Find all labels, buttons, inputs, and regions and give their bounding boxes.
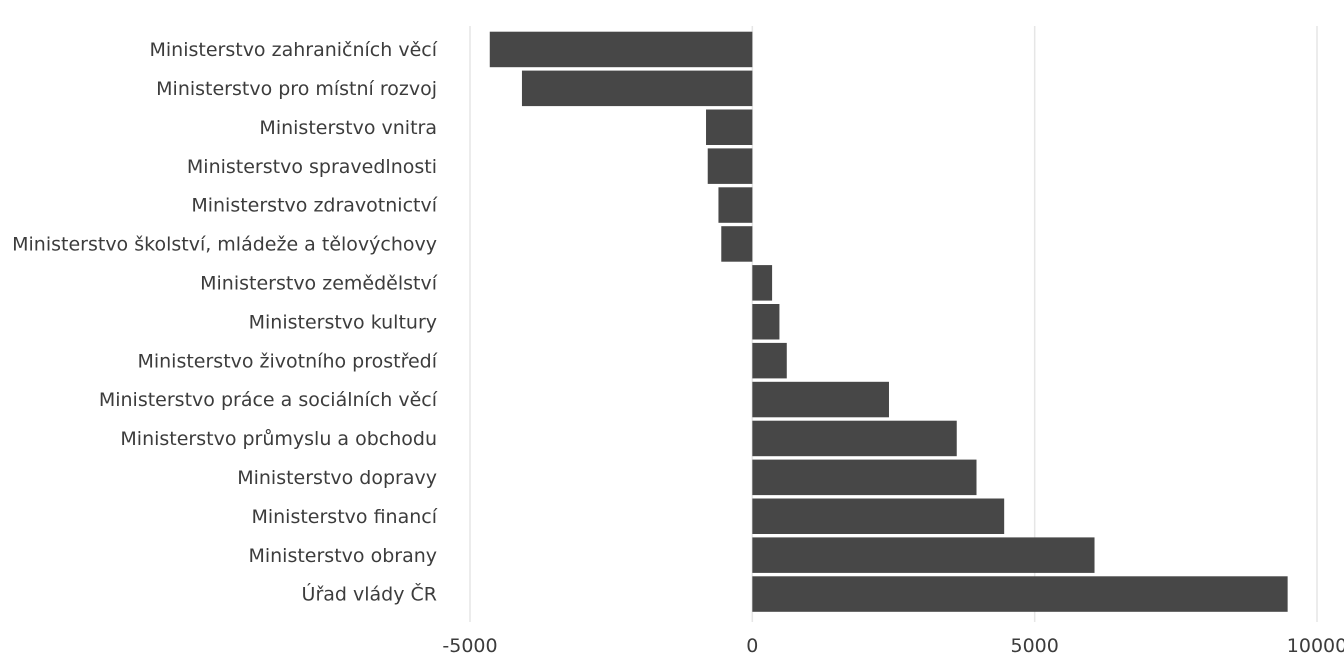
x-tick-label: 5000 bbox=[1010, 635, 1058, 657]
bar bbox=[718, 187, 753, 223]
category-label: Ministerstvo práce a sociálních věcí bbox=[99, 389, 438, 411]
category-label: Ministerstvo financí bbox=[251, 506, 437, 528]
category-label: Ministerstvo školství, mládeže a tělovýc… bbox=[12, 234, 437, 256]
bar bbox=[752, 265, 773, 301]
x-axis-tick-labels: -5000 0 5000 10000 bbox=[442, 635, 1344, 657]
category-label: Ministerstvo spravedlnosti bbox=[187, 156, 437, 178]
category-label: Ministerstvo kultury bbox=[249, 311, 437, 333]
category-label: Ministerstvo vnitra bbox=[259, 117, 437, 139]
bar bbox=[752, 304, 780, 340]
bar bbox=[752, 537, 1095, 573]
category-label: Ministerstvo zemědělství bbox=[200, 273, 438, 295]
x-tick-label: 10000 bbox=[1287, 635, 1344, 657]
bar bbox=[521, 70, 753, 107]
bar bbox=[752, 498, 1005, 534]
category-label: Ministerstvo zahraničních věcí bbox=[150, 39, 438, 61]
category-labels: Ministerstvo zahraničních věcí Ministerst… bbox=[12, 39, 438, 606]
bar bbox=[752, 576, 1288, 612]
x-tick-label: 0 bbox=[746, 635, 758, 657]
bar bbox=[752, 420, 957, 457]
category-label: Ministerstvo životního prostředí bbox=[137, 350, 437, 372]
category-label: Ministerstvo průmyslu a obchodu bbox=[120, 428, 437, 450]
bars bbox=[489, 31, 1288, 612]
bar bbox=[489, 31, 753, 68]
category-label: Ministerstvo pro místní rozvoj bbox=[156, 78, 437, 100]
bar bbox=[752, 459, 977, 496]
bar bbox=[707, 148, 753, 184]
bar bbox=[752, 342, 787, 379]
x-tick-label: -5000 bbox=[442, 635, 497, 657]
category-label: Ministerstvo dopravy bbox=[237, 467, 437, 489]
category-label: Úřad vlády ČR bbox=[302, 582, 437, 606]
category-label: Ministerstvo zdravotnictví bbox=[191, 195, 437, 217]
category-label: Ministerstvo obrany bbox=[248, 545, 437, 567]
bar bbox=[721, 226, 753, 262]
bar bbox=[706, 109, 753, 145]
bar bbox=[752, 381, 889, 418]
